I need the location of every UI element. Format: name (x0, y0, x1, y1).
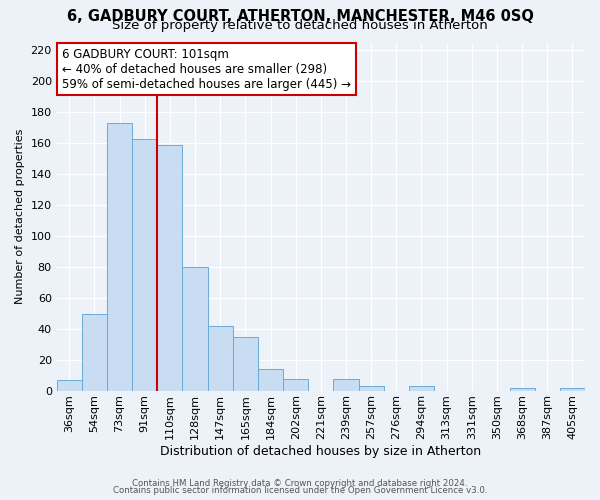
Bar (509, 388, 535, 391)
Bar (56, 380, 82, 391)
Bar (334, 378, 359, 391)
Text: 6 GADBURY COURT: 101sqm
← 40% of detached houses are smaller (298)
59% of semi-d: 6 GADBURY COURT: 101sqm ← 40% of detache… (62, 48, 351, 90)
X-axis label: Distribution of detached houses by size in Atherton: Distribution of detached houses by size … (160, 444, 481, 458)
Bar (359, 386, 384, 391)
Bar (82, 314, 107, 391)
Bar (182, 267, 208, 391)
Bar (157, 144, 182, 391)
Text: 6, GADBURY COURT, ATHERTON, MANCHESTER, M46 0SQ: 6, GADBURY COURT, ATHERTON, MANCHESTER, … (67, 9, 533, 24)
Text: Size of property relative to detached houses in Atherton: Size of property relative to detached ho… (112, 19, 488, 32)
Bar (409, 386, 434, 391)
Bar (283, 378, 308, 391)
Bar (208, 326, 233, 391)
Y-axis label: Number of detached properties: Number of detached properties (15, 129, 25, 304)
Bar (258, 370, 283, 391)
Bar (107, 123, 132, 391)
Bar (560, 388, 585, 391)
Text: Contains public sector information licensed under the Open Government Licence v3: Contains public sector information licen… (113, 486, 487, 495)
Bar (132, 138, 157, 391)
Text: Contains HM Land Registry data © Crown copyright and database right 2024.: Contains HM Land Registry data © Crown c… (132, 478, 468, 488)
Bar (233, 337, 258, 391)
